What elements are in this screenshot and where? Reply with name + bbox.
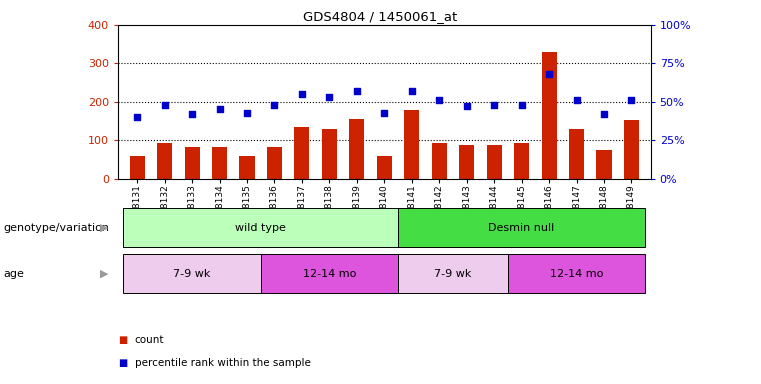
Bar [123,254,261,293]
Bar [184,147,199,179]
Point [351,88,363,94]
Bar [295,127,310,179]
Bar [349,119,365,179]
Bar [431,143,447,179]
Point [378,109,390,116]
Bar [377,156,392,179]
Text: Desmin null: Desmin null [489,222,555,233]
Point [543,71,555,77]
Bar [514,143,529,179]
Bar [398,254,508,293]
Point [598,111,610,117]
Bar [486,145,501,179]
Text: percentile rank within the sample: percentile rank within the sample [135,358,310,368]
Text: ▶: ▶ [100,268,109,279]
Point [131,114,143,120]
Point [241,109,253,116]
Bar [398,208,645,247]
Text: ■: ■ [118,335,127,345]
Point [214,106,226,113]
Text: 12-14 mo: 12-14 mo [303,268,356,279]
Point [433,97,445,103]
Text: genotype/variation: genotype/variation [4,222,110,233]
Text: 7-9 wk: 7-9 wk [435,268,472,279]
Bar [267,147,282,179]
Point [488,102,500,108]
Bar [597,150,612,179]
Point [571,97,583,103]
Bar [542,52,556,179]
Bar [404,110,419,179]
Point [269,102,281,108]
Text: ▶: ▶ [100,222,109,233]
Point [460,103,473,109]
Bar [212,147,227,179]
Bar [240,156,255,179]
Bar [261,254,398,293]
Text: age: age [4,268,24,279]
Bar [508,254,645,293]
Bar [123,208,398,247]
Bar [322,129,337,179]
Bar [624,120,639,179]
Text: ■: ■ [118,358,127,368]
Point [186,111,198,117]
Point [515,102,527,108]
Point [406,88,418,94]
Bar [569,129,584,179]
Point [626,97,638,103]
Text: count: count [135,335,164,345]
Point [323,94,336,100]
Point [296,91,308,97]
Bar [459,145,474,179]
Text: 7-9 wk: 7-9 wk [174,268,211,279]
Text: wild type: wild type [235,222,286,233]
Text: GDS4804 / 1450061_at: GDS4804 / 1450061_at [304,10,457,23]
Text: 12-14 mo: 12-14 mo [550,268,603,279]
Bar [157,143,172,179]
Point [158,102,170,108]
Bar [129,156,145,179]
